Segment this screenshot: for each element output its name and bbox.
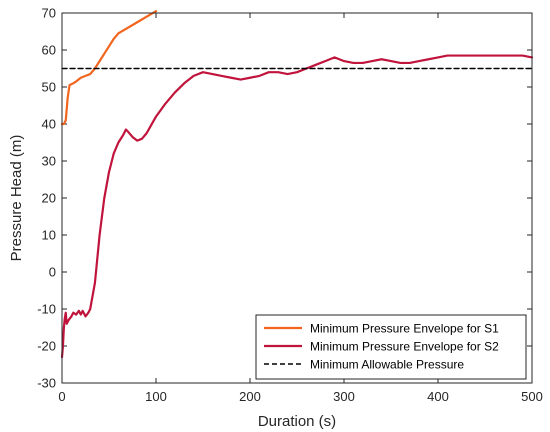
series-line-2 — [60, 54, 534, 359]
y-axis-label: Pressure Head (m) — [8, 135, 25, 262]
y-tick-label: 40 — [42, 117, 56, 132]
x-tick-label: 0 — [58, 389, 65, 404]
y-tick-label: -30 — [37, 376, 56, 391]
legend-entry: Minimum Pressure Envelope for S1 — [310, 322, 499, 336]
series-group — [60, 10, 534, 359]
legend-entry: Minimum Allowable Pressure — [310, 358, 464, 372]
x-tick-label: 400 — [427, 389, 449, 404]
x-axis-label: Duration (s) — [258, 413, 336, 430]
y-tick-label: -10 — [37, 302, 56, 317]
x-tick-label: 200 — [239, 389, 261, 404]
y-tick-label: -20 — [37, 339, 56, 354]
x-tick-label: 300 — [333, 389, 355, 404]
y-tick-label: 50 — [42, 80, 56, 95]
y-tick-label: 10 — [42, 228, 56, 243]
y-tick-label: 30 — [42, 154, 56, 169]
legend: Minimum Pressure Envelope for S1 Minimum … — [255, 314, 527, 380]
tick-group: 0 100 200 300 400 500 -30 -20 -10 0 10 20 30 40 50 60 70 — [37, 6, 543, 405]
y-tick-label: 20 — [42, 191, 56, 206]
y-tick-label: 70 — [42, 6, 56, 21]
x-tick-label: 500 — [521, 389, 543, 404]
plot-frame — [61, 12, 533, 384]
legend-entry: Minimum Pressure Envelope for S2 — [310, 340, 499, 354]
series-line-1 — [60, 10, 158, 126]
y-tick-label: 60 — [42, 43, 56, 58]
y-tick-label: 0 — [49, 265, 56, 280]
x-tick-label: 100 — [145, 389, 167, 404]
